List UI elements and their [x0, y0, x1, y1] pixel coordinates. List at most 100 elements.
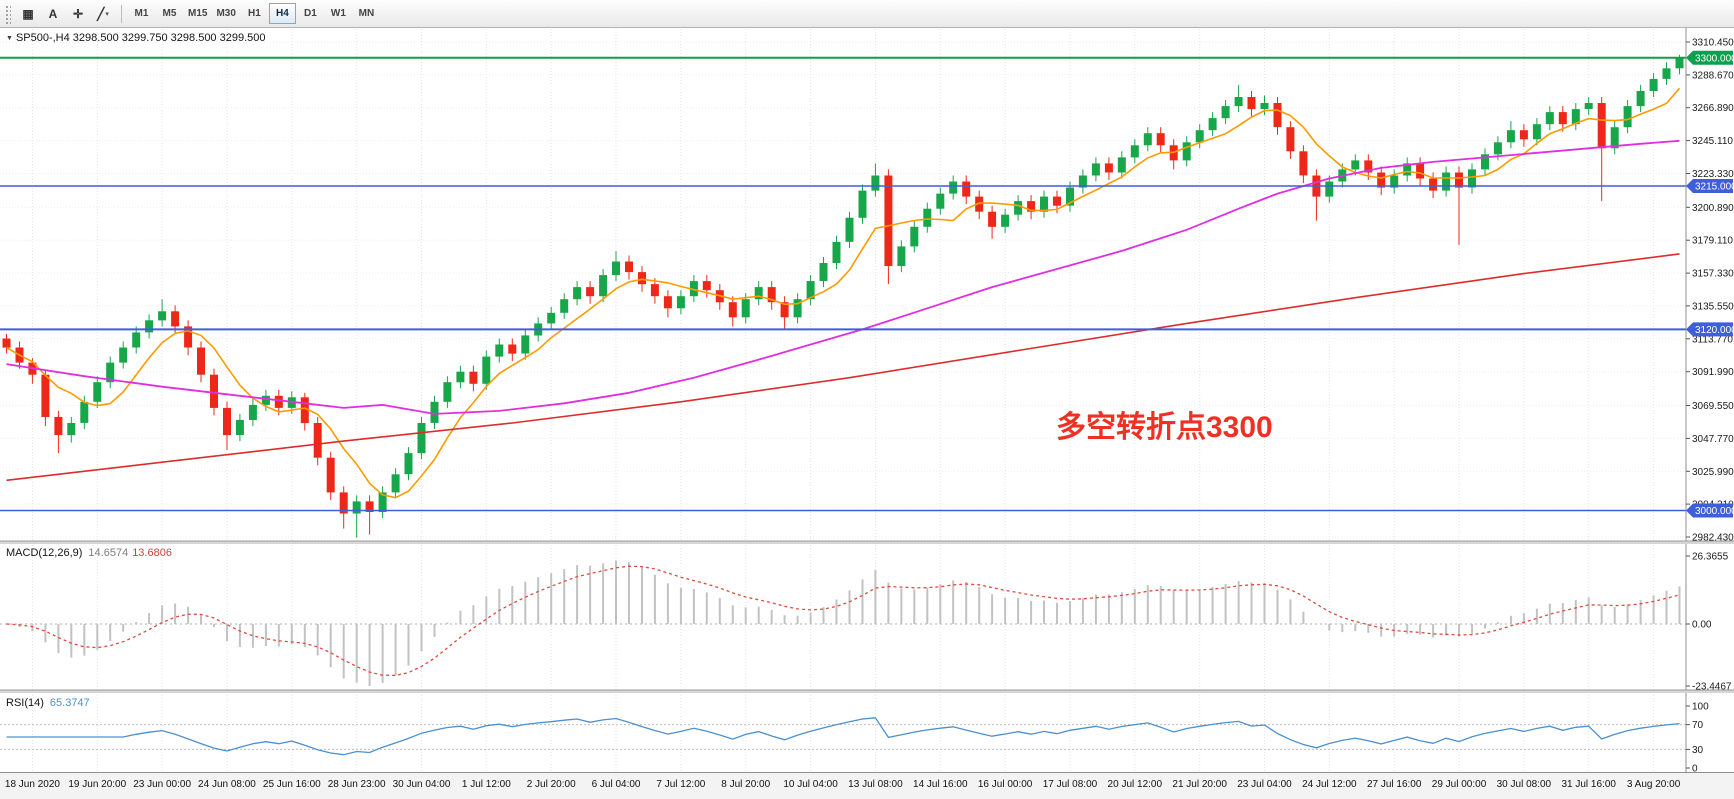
candle-body — [638, 272, 646, 285]
time-axis-label: 29 Jul 00:00 — [1431, 779, 1487, 790]
candle-body — [1182, 142, 1191, 161]
candle-body — [650, 284, 659, 297]
price-tick-label: 3157.330 — [1692, 269, 1734, 280]
candle-body — [1156, 133, 1165, 146]
candle-body — [274, 395, 283, 408]
panel-divider[interactable] — [0, 541, 1734, 544]
candle-body — [599, 275, 608, 297]
toolbar-separator — [121, 4, 122, 23]
candle-body — [1597, 103, 1606, 149]
price-tag-label: 3000.000 — [1695, 506, 1734, 517]
price-tick-label: 3223.330 — [1692, 169, 1734, 180]
candle-body — [106, 362, 115, 383]
grid-icon: ▦ — [22, 6, 34, 21]
timeframe-h1-button[interactable]: H1 — [241, 3, 268, 24]
candle-body — [339, 492, 348, 514]
time-axis-label: 28 Jun 23:00 — [327, 779, 386, 790]
rsi-line — [6, 717, 1680, 756]
timeframe-m1-button[interactable]: M1 — [128, 3, 155, 24]
candle-body — [547, 312, 556, 324]
price-tick-label: 3047.770 — [1692, 434, 1734, 445]
candle-body — [430, 401, 439, 423]
candle-body — [1649, 78, 1658, 91]
time-axis-label: 16 Jul 00:00 — [977, 779, 1033, 790]
time-axis-label: 7 Jul 12:00 — [656, 779, 706, 790]
candle-body — [378, 492, 387, 512]
candle-body — [1662, 68, 1671, 79]
candle-body — [443, 382, 452, 402]
candle-body — [1416, 163, 1425, 179]
candle-body — [1364, 160, 1373, 173]
candle-body — [573, 287, 582, 300]
candle-body — [313, 423, 322, 458]
time-axis-label: 27 Jul 16:00 — [1366, 779, 1422, 790]
candle-body — [1519, 130, 1528, 140]
time-axis-label: 19 Jun 20:00 — [68, 779, 127, 790]
timeframe-w1-button[interactable]: W1 — [325, 3, 352, 24]
timeframe-m30-button[interactable]: M30 — [212, 3, 239, 24]
text-label-tool-button[interactable]: A — [41, 3, 65, 25]
candle-body — [1260, 103, 1269, 109]
time-axis-label: 31 Jul 16:00 — [1561, 779, 1616, 790]
candle-body — [1558, 112, 1567, 125]
candle-body — [1325, 181, 1334, 197]
timeframe-m15-button[interactable]: M15 — [184, 3, 211, 24]
time-axis-label: 6 Jul 04:00 — [591, 779, 641, 790]
candle-body — [67, 423, 76, 436]
candle-body — [521, 335, 530, 354]
line-tools-dropdown[interactable]: ╱ ▾ — [91, 3, 115, 25]
price-scale[interactable] — [1686, 28, 1734, 772]
candle-body — [1403, 163, 1412, 176]
candle-body — [326, 457, 335, 493]
price-tag-3300.000 — [1686, 50, 1733, 65]
chart-grid-button[interactable]: ▦ — [16, 3, 40, 25]
crosshair-tool-button[interactable]: ✛ — [66, 3, 90, 25]
time-axis-label: 8 Jul 20:00 — [721, 779, 771, 790]
text-tool-icon: A — [48, 6, 58, 21]
candle-body — [1104, 163, 1113, 173]
rsi-axis-label: 100 — [1692, 702, 1709, 713]
candle-body — [1481, 154, 1489, 170]
candle-body — [780, 302, 789, 318]
chart-annotation-text[interactable]: 多空转折点3300 — [1056, 411, 1273, 444]
timeframe-mn-button[interactable]: MN — [353, 3, 380, 24]
candle-body — [728, 302, 737, 318]
symbol-ohlc-header: ▼ SP500-,H4 3298.500 3299.750 3298.500 32… — [6, 32, 266, 44]
time-axis-label: 21 Jul 20:00 — [1172, 779, 1227, 790]
candle-body — [975, 196, 984, 212]
toolbar-drag-handle-icon[interactable] — [4, 3, 11, 24]
candle-body — [949, 181, 958, 194]
collapse-triangle-icon[interactable]: ▼ — [6, 34, 13, 42]
candle-body — [586, 287, 595, 297]
price-tick-label: 3288.670 — [1692, 70, 1734, 81]
candle-body — [352, 501, 361, 514]
candle-body — [469, 371, 478, 384]
candle-body — [754, 287, 763, 300]
candle-body — [119, 347, 128, 363]
macd-indicator-header: MACD(12,26,9) 14.6574 13.6806 — [6, 547, 172, 559]
timeframe-m5-button[interactable]: M5 — [156, 3, 183, 24]
time-axis[interactable]: 18 Jun 2020 19 Jun 20:00 23 Jun 00:00 24 Ju… — [0, 772, 1734, 799]
timeframe-d1-button[interactable]: D1 — [297, 3, 324, 24]
time-axis-label: 17 Jul 08:00 — [1042, 779, 1098, 790]
candle-body — [962, 181, 971, 197]
candle-body — [832, 241, 841, 263]
timeframe-h4-button[interactable]: H4 — [268, 3, 296, 24]
candle-body — [1584, 103, 1593, 109]
candle-body — [1571, 109, 1580, 125]
timeframe-buttons-group: M1 M5 M15 M30 H1 H4 D1 W1 MN — [128, 3, 380, 24]
candle-body — [936, 193, 945, 209]
chart-canvas[interactable]: 3310.450 3288.670 3266.890 3245.110 3223.330… — [0, 28, 1734, 772]
candle-body — [910, 226, 919, 247]
panel-divider[interactable] — [0, 690, 1734, 693]
rsi-axis-label: 70 — [1692, 720, 1704, 731]
candle-body — [2, 338, 11, 348]
price-tag-label: 3120.000 — [1695, 325, 1734, 336]
candle-body — [741, 299, 750, 318]
candle-body — [223, 407, 231, 436]
macd-label: MACD(12,26,9) — [6, 547, 83, 559]
candle-body — [1247, 97, 1256, 110]
candle-body — [1143, 133, 1152, 146]
candle-body — [41, 374, 50, 417]
price-tick-label: 3025.990 — [1692, 467, 1734, 478]
